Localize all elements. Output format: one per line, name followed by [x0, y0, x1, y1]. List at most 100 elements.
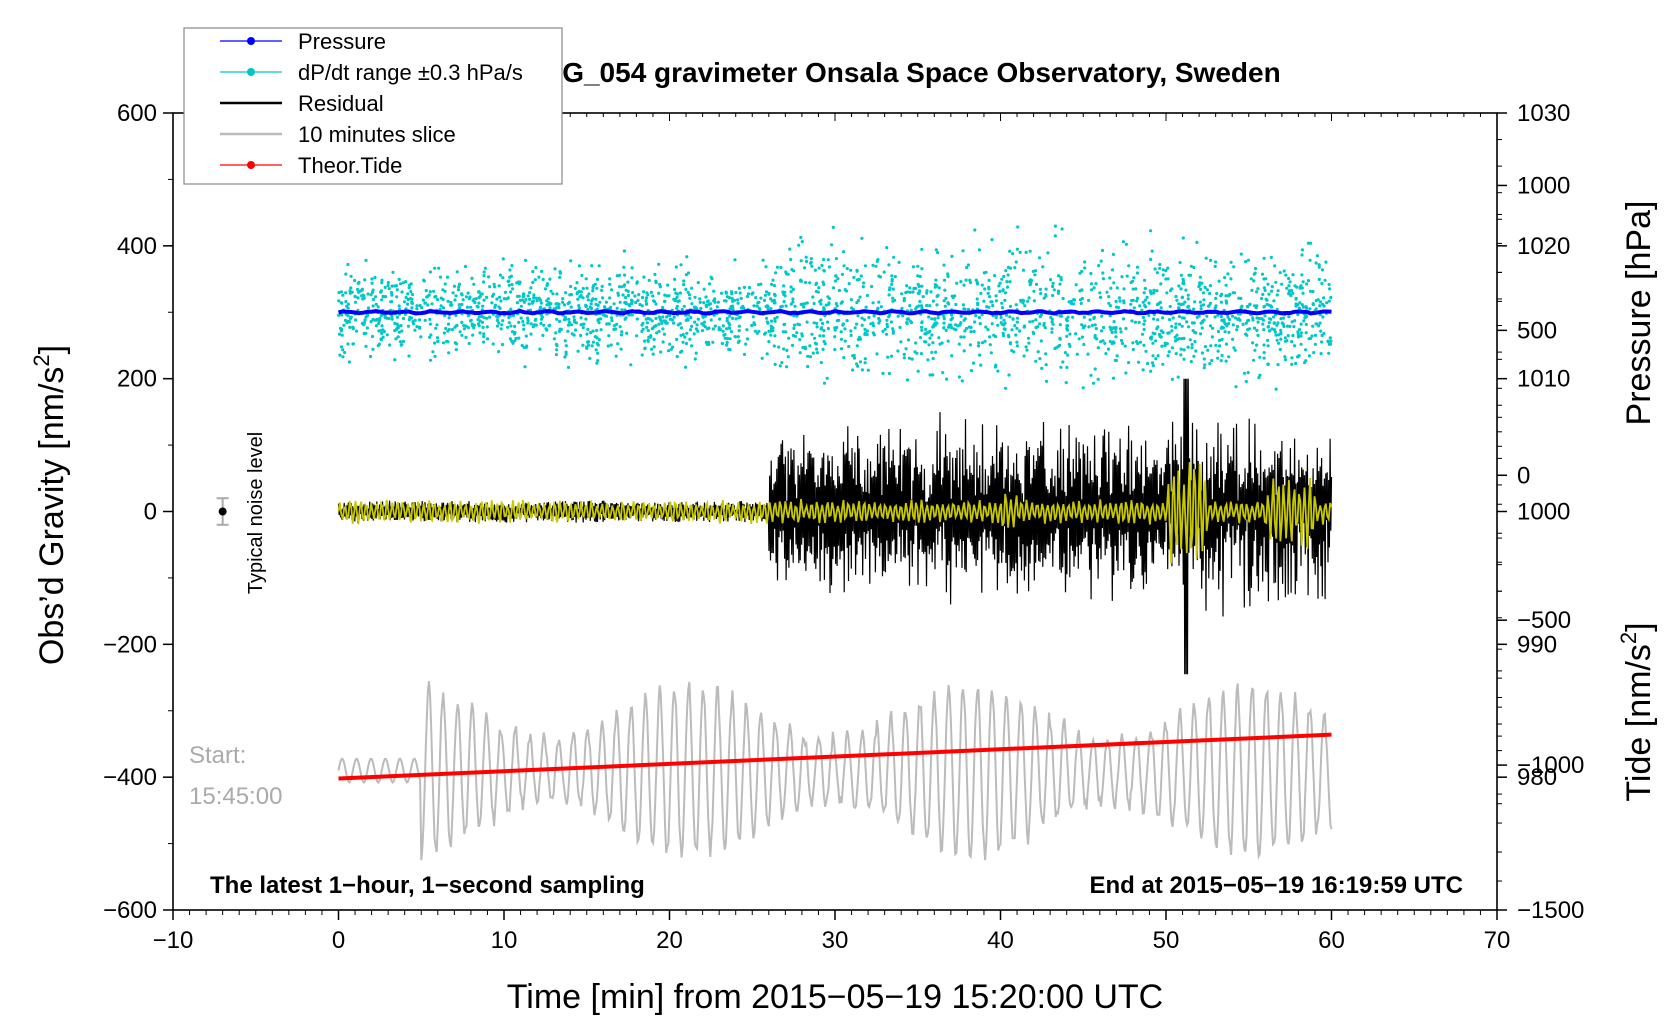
dpdt-point	[806, 364, 810, 369]
dpdt-point	[712, 298, 717, 302]
dpdt-point	[914, 341, 918, 345]
dpdt-point	[1080, 335, 1084, 339]
dpdt-point	[511, 314, 516, 318]
dpdt-point	[1179, 273, 1183, 277]
dpdt-point	[661, 340, 665, 344]
dpdt-point	[488, 315, 492, 319]
dpdt-point	[1245, 333, 1249, 337]
dpdt-point	[870, 284, 874, 289]
dpdt-point	[918, 274, 922, 279]
dpdt-point	[1132, 276, 1136, 280]
dpdt-point	[435, 323, 439, 327]
dpdt-point	[566, 329, 570, 333]
dpdt-point	[1256, 333, 1260, 337]
dpdt-point	[906, 338, 911, 342]
footer-left-annotation: The latest 1−hour, 1−second sampling	[210, 872, 645, 899]
dpdt-point	[931, 325, 936, 329]
y-tick-label: 0	[144, 499, 157, 526]
dpdt-point	[754, 296, 758, 300]
dpdt-point	[764, 290, 769, 294]
dpdt-point	[1329, 339, 1333, 343]
dpdt-point	[597, 338, 601, 342]
dpdt-point	[835, 325, 839, 330]
dpdt-point	[585, 286, 589, 290]
dpdt-point	[581, 296, 585, 300]
dpdt-point	[863, 264, 868, 268]
dpdt-point	[879, 305, 884, 309]
dpdt-point	[1175, 298, 1179, 302]
dpdt-point	[644, 302, 649, 306]
dpdt-point	[905, 321, 909, 326]
dpdt-point	[1297, 306, 1301, 310]
dpdt-point	[458, 330, 462, 334]
dpdt-point	[1290, 340, 1294, 344]
dpdt-point	[811, 295, 815, 299]
dpdt-point	[852, 275, 856, 280]
dpdt-point	[1298, 285, 1302, 289]
dpdt-point	[1096, 377, 1100, 381]
dpdt-point	[357, 280, 361, 284]
dpdt-point	[482, 280, 486, 284]
dpdt-point	[347, 360, 351, 364]
dpdt-point	[1182, 316, 1186, 320]
dpdt-point	[1327, 351, 1331, 355]
dpdt-point	[1215, 291, 1219, 296]
dpdt-point	[379, 290, 383, 294]
dpdt-point	[522, 292, 526, 297]
dpdt-point	[737, 324, 741, 328]
dpdt-point	[1256, 320, 1260, 324]
dpdt-point	[700, 322, 704, 326]
dpdt-point	[539, 317, 544, 321]
dpdt-point	[1284, 273, 1288, 277]
dpdt-point	[387, 287, 391, 291]
dpdt-point	[457, 303, 461, 307]
dpdt-point	[784, 330, 788, 334]
pressure-tick-label: 1010	[1517, 366, 1570, 393]
dpdt-point	[615, 306, 619, 310]
dpdt-point	[733, 335, 737, 339]
dpdt-point	[646, 338, 650, 342]
dpdt-point	[616, 342, 620, 346]
tide-tick-label: −500	[1517, 607, 1571, 634]
dpdt-point	[935, 294, 939, 298]
dpdt-point	[739, 296, 743, 300]
dpdt-point	[618, 300, 622, 304]
dpdt-point	[1148, 289, 1152, 293]
dpdt-point	[1227, 317, 1232, 322]
dpdt-point	[466, 291, 470, 295]
dpdt-point	[1152, 317, 1156, 321]
dpdt-point	[349, 286, 353, 290]
dpdt-point	[882, 270, 886, 274]
dpdt-point	[871, 324, 876, 328]
dpdt-point	[1290, 320, 1294, 324]
dpdt-point	[686, 313, 691, 317]
dpdt-point	[1119, 330, 1123, 334]
dpdt-point	[1146, 361, 1150, 366]
dpdt-point	[822, 282, 826, 287]
dpdt-point	[1100, 314, 1104, 318]
dpdt-point	[885, 322, 889, 326]
dpdt-point	[510, 264, 514, 268]
dpdt-point	[378, 317, 382, 321]
dpdt-point	[397, 304, 401, 308]
dpdt-point	[394, 337, 398, 341]
dpdt-point	[492, 282, 496, 286]
dpdt-point	[1289, 293, 1293, 298]
dpdt-point	[577, 304, 581, 308]
dpdt-point	[1135, 340, 1139, 344]
dpdt-point	[720, 291, 724, 295]
dpdt-point	[1050, 320, 1054, 324]
dpdt-point	[1197, 284, 1201, 289]
dpdt-point	[1036, 350, 1040, 354]
dpdt-point	[1038, 287, 1042, 291]
dpdt-point	[931, 299, 936, 303]
dpdt-point	[916, 264, 920, 268]
dpdt-point	[702, 301, 706, 305]
dpdt-point	[889, 320, 894, 324]
dpdt-point	[968, 278, 972, 282]
dpdt-point	[767, 292, 771, 296]
dpdt-point	[460, 302, 464, 307]
dpdt-point	[779, 265, 783, 270]
dpdt-point	[942, 314, 946, 318]
dpdt-point	[415, 307, 419, 311]
